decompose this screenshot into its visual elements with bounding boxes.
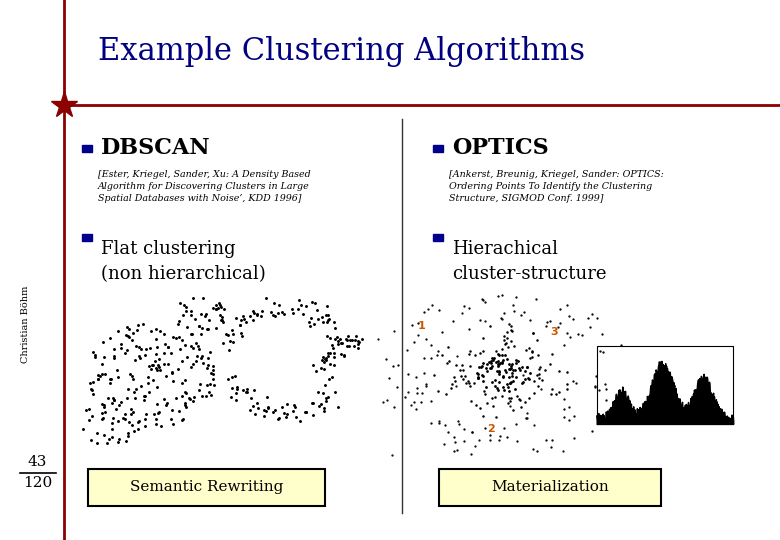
Text: 1: 1 xyxy=(417,321,425,332)
FancyBboxPatch shape xyxy=(88,469,325,506)
Text: 120: 120 xyxy=(23,476,52,490)
FancyBboxPatch shape xyxy=(439,469,661,506)
Text: Flat clustering
(non hierarchical): Flat clustering (non hierarchical) xyxy=(101,240,266,284)
Bar xyxy=(82,234,92,241)
Text: [Ankerst, Breunig, Kriegel, Sander: OPTICS:
Ordering Points To Identify the Clus: [Ankerst, Breunig, Kriegel, Sander: OPTI… xyxy=(448,170,663,204)
Text: Example Clustering Algorithms: Example Clustering Algorithms xyxy=(98,36,585,67)
Text: OPTICS: OPTICS xyxy=(452,138,549,159)
Bar xyxy=(433,145,443,152)
Text: 3: 3 xyxy=(550,327,558,337)
Text: 43: 43 xyxy=(28,455,47,469)
Text: Semantic Rewriting: Semantic Rewriting xyxy=(130,481,283,494)
Text: Christian Böhm: Christian Böhm xyxy=(21,285,30,363)
Text: 2: 2 xyxy=(488,424,495,434)
Bar xyxy=(82,145,92,152)
Text: DBSCAN: DBSCAN xyxy=(101,138,211,159)
Bar xyxy=(433,234,443,241)
Text: [Ester, Kriegel, Sander, Xu: A Density Based
Algorithm for Discovering Clusters : [Ester, Kriegel, Sander, Xu: A Density B… xyxy=(98,170,310,204)
Text: Hierachical
cluster-structure: Hierachical cluster-structure xyxy=(452,240,607,284)
Text: Materialization: Materialization xyxy=(491,481,608,494)
